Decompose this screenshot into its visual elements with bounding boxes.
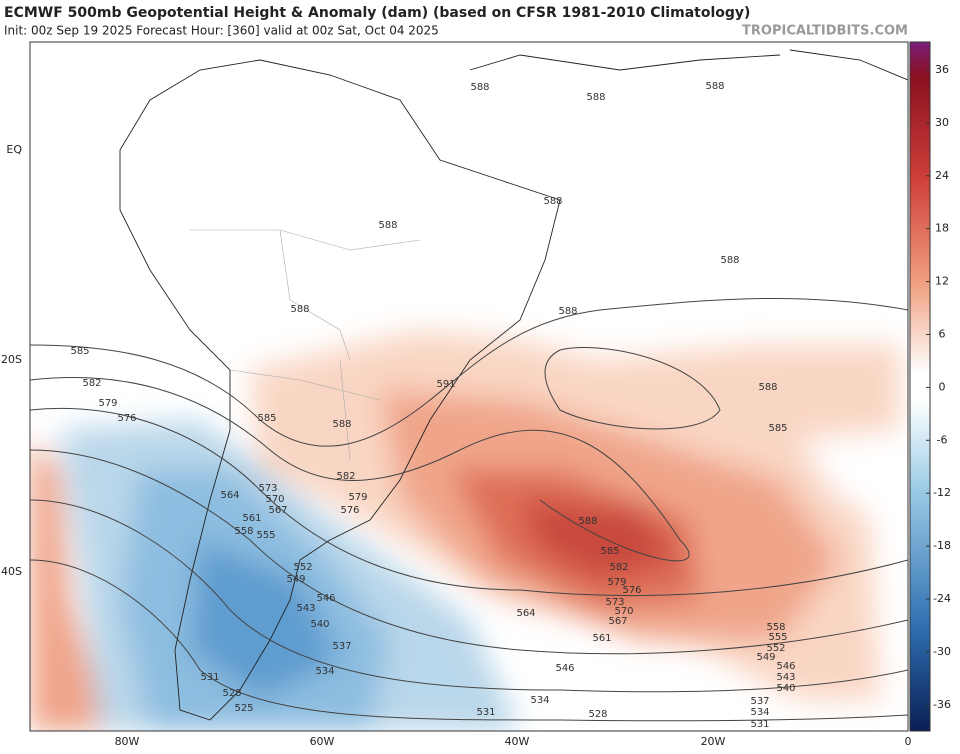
contour-label: 546 [555,663,574,674]
lat-label: 40S [1,565,22,578]
contour-label: 561 [242,513,261,524]
contour-label: 573 [258,483,277,494]
contour-label: 546 [316,593,335,604]
contour-label: 564 [516,608,535,619]
colorbar-label: 12 [935,275,949,288]
contour-label: 534 [315,666,334,677]
contour-label: 585 [600,546,619,557]
contour-label: 546 [776,661,795,672]
colorbar [909,41,931,732]
map-frame [29,41,909,732]
contour-label: 549 [756,652,775,663]
colorbar-label: -12 [933,486,951,499]
colorbar-label: 30 [935,116,949,129]
contour-label: 531 [200,672,219,683]
contour-label: 588 [758,382,777,393]
colorbar-label: 24 [935,169,949,182]
colorbar-label: -30 [933,645,951,658]
contour-label: 585 [768,423,787,434]
contour-label: 570 [614,606,633,617]
colorbar-label: -24 [933,592,951,605]
contour-label: 534 [530,695,549,706]
title: ECMWF 500mb Geopotential Height & Anomal… [4,5,750,21]
contour-label: 582 [609,562,628,573]
contour-label: 582 [82,378,101,389]
contour-label: 561 [592,633,611,644]
lon-label: 0 [905,735,912,748]
contour-label: 540 [776,683,795,694]
contour-label: 576 [117,413,136,424]
contour-label: 558 [766,622,785,633]
lat-label: 20S [1,353,22,366]
contour-label: 540 [310,619,329,630]
contour-label: 582 [336,471,355,482]
contour-label: 591 [436,379,455,390]
lat-label: EQ [6,143,22,156]
coastlines [119,49,908,721]
contour-label: 588 [578,516,597,527]
contour-label: 585 [70,346,89,357]
contour-label: 588 [470,82,489,93]
contour-label: 534 [750,707,769,718]
contour-label: 549 [286,574,305,585]
contour-label: 525 [234,703,253,714]
contour-label: 531 [476,707,495,718]
lon-label: 60W [310,735,335,748]
contour-label: 543 [296,603,315,614]
contour-label: 555 [768,632,787,643]
colorbar-label: 36 [935,63,949,76]
contour-label: 585 [257,413,276,424]
contour-label: 579 [607,577,626,588]
contour-label: 552 [293,562,312,573]
contour-label: 588 [558,306,577,317]
colorbar-label: -36 [933,698,951,711]
colorbar-label: -6 [937,433,948,446]
subtitle: Init: 00z Sep 19 2025 Forecast Hour: [36… [4,24,439,38]
contour-label: 576 [340,505,359,516]
colorbar-label: 0 [939,380,946,393]
contour-label: 567 [608,616,627,627]
lon-label: 20W [701,735,726,748]
contour-label: 588 [720,255,739,266]
contour-label: 570 [265,494,284,505]
colorbar-label: 18 [935,222,949,235]
contour-label: 573 [605,597,624,608]
lon-label: 80W [115,735,140,748]
contour-label: 588 [378,220,397,231]
lon-label: 40W [505,735,530,748]
contour-label: 537 [332,641,351,652]
contour-label: 537 [750,696,769,707]
contour-label: 579 [348,492,367,503]
contour-label: 576 [622,585,641,596]
map [30,42,908,731]
contour-label: 558 [234,526,253,537]
borders [190,229,421,461]
height-contours [30,297,908,722]
contour-label: 588 [705,81,724,92]
credit[interactable]: TROPICALTIDBITS.COM [742,24,908,39]
contour-label: 552 [766,643,785,654]
contour-label: 588 [586,92,605,103]
contour-label: 531 [750,719,769,730]
contour-label: 555 [256,530,275,541]
contour-label: 528 [588,709,607,720]
contour-label: 567 [268,505,287,516]
contour-label: 528 [222,688,241,699]
contour-label: 579 [98,398,117,409]
contour-label: 588 [543,196,562,207]
contour-label: 588 [332,419,351,430]
colorbar-label: -18 [933,539,951,552]
contour-label: 564 [220,490,239,501]
colorbar-label: 6 [939,328,946,341]
contour-label: 588 [290,304,309,315]
contour-label: 543 [776,672,795,683]
